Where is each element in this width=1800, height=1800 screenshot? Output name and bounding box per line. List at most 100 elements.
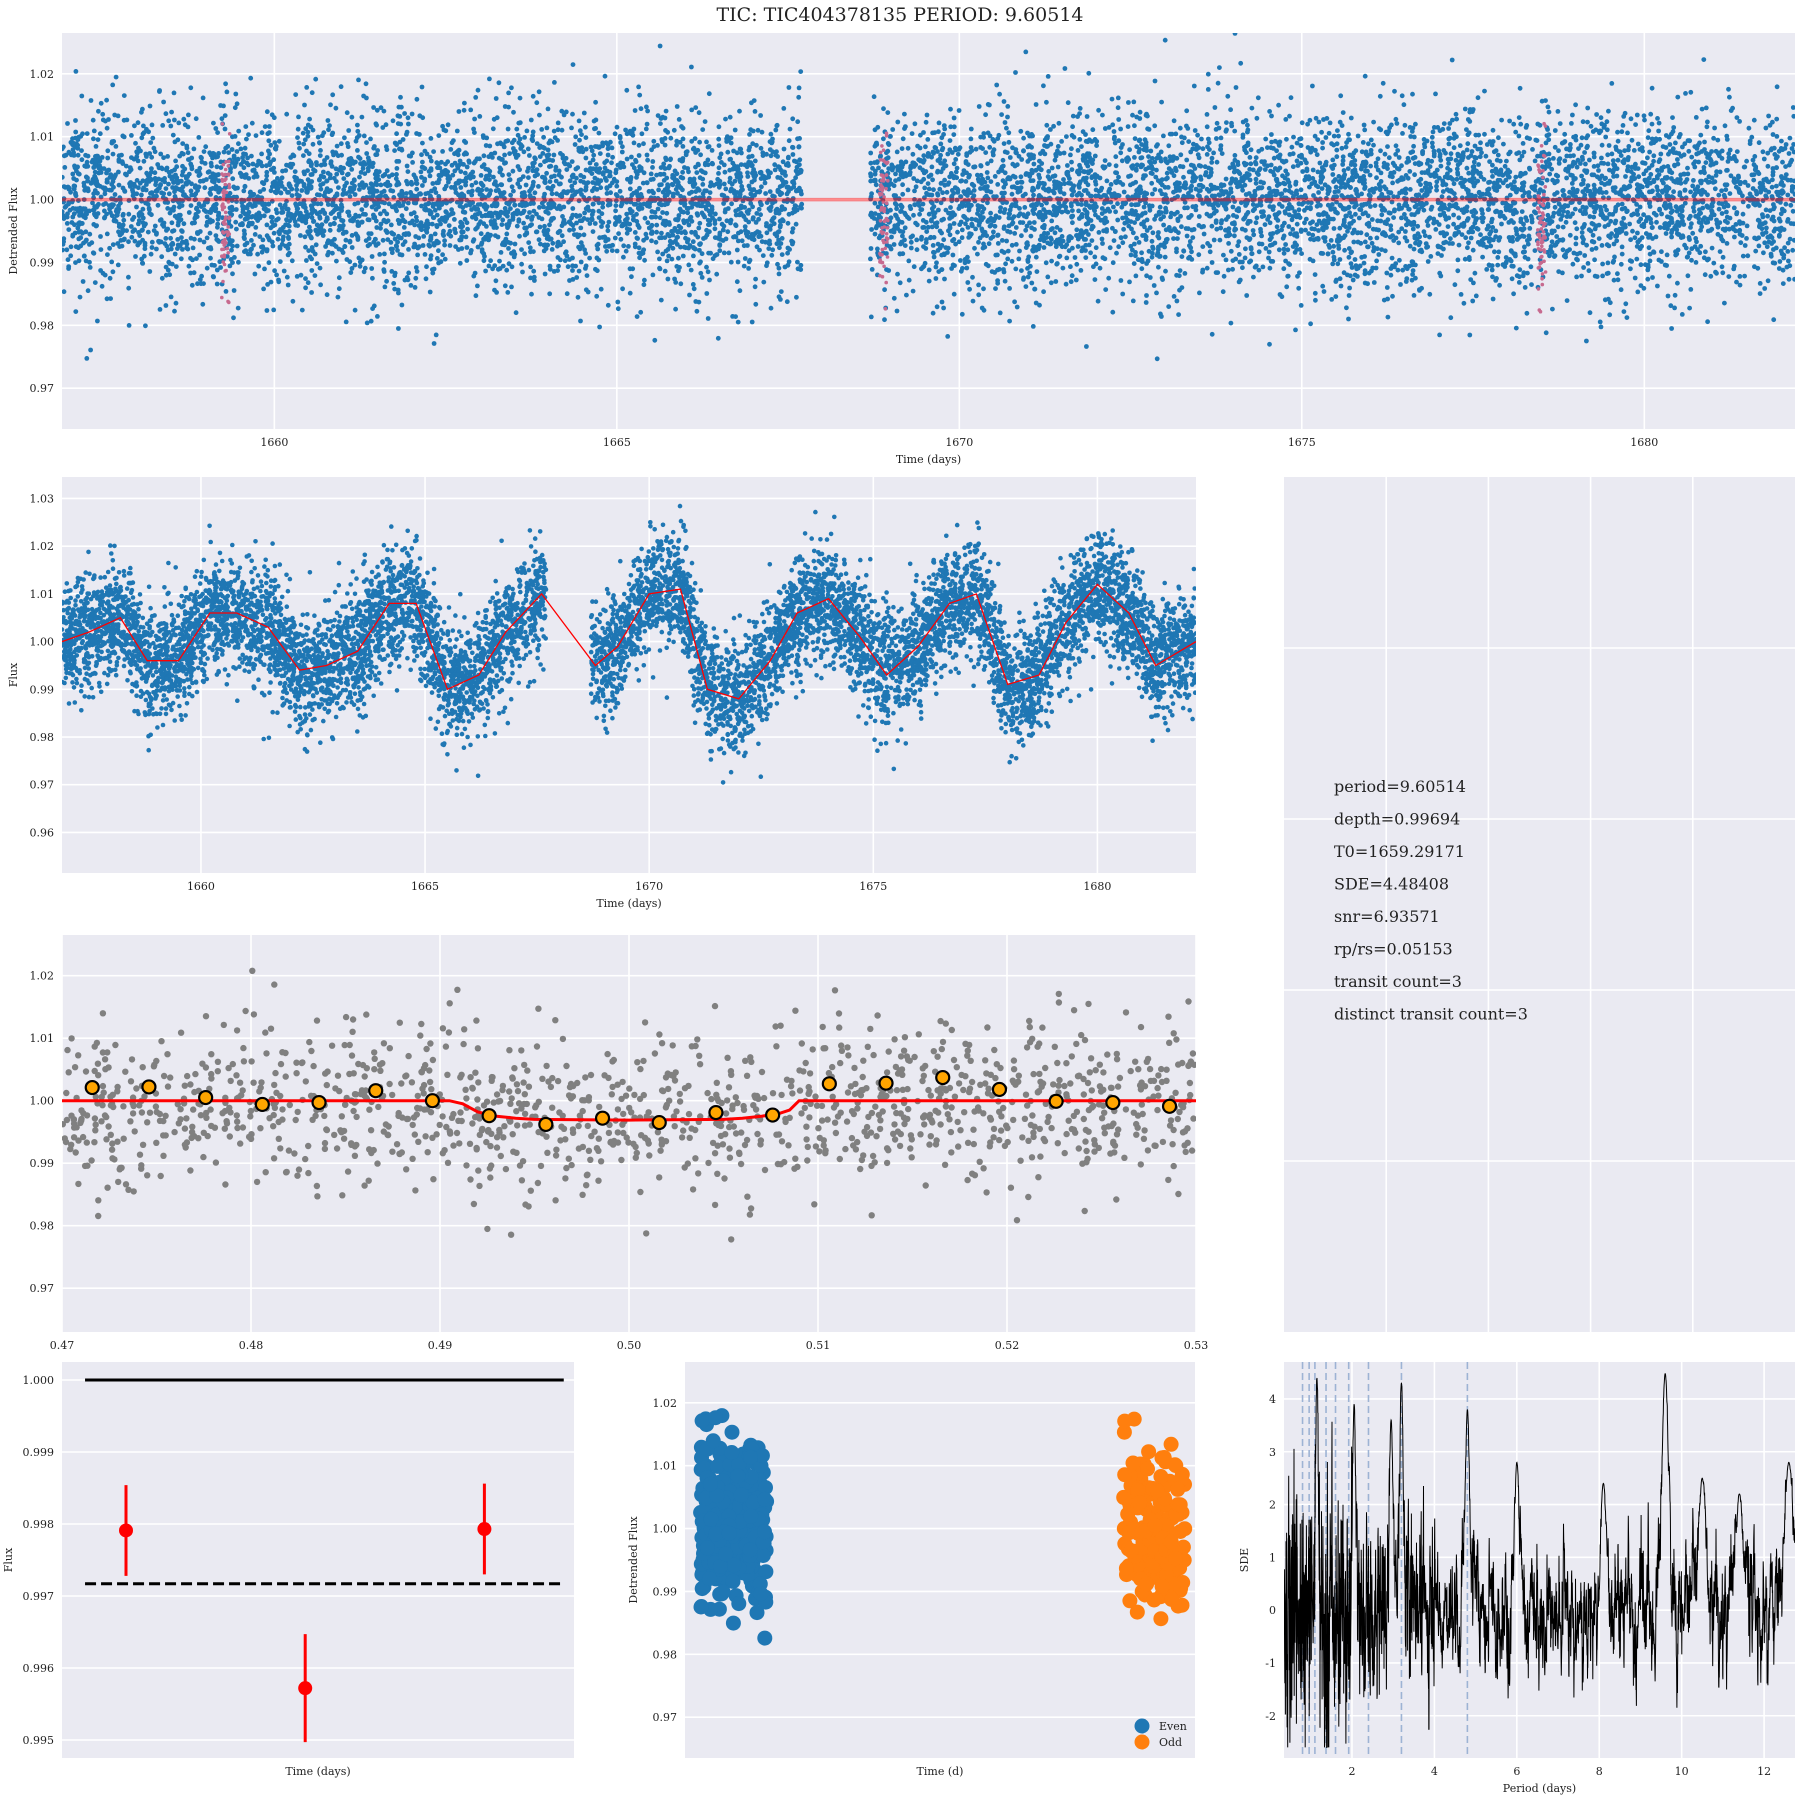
flux-point xyxy=(1712,125,1717,131)
flux-point xyxy=(1132,155,1137,160)
flux-point xyxy=(1466,240,1471,246)
flux-point xyxy=(338,197,344,203)
flux-point xyxy=(528,275,533,281)
flux-point xyxy=(615,299,621,305)
flux-point xyxy=(624,156,630,162)
flux-point xyxy=(934,304,940,310)
flux-point xyxy=(598,286,604,292)
flux-point xyxy=(1645,135,1651,141)
flux-point xyxy=(760,153,766,159)
flux-point xyxy=(1583,161,1588,167)
flux-point xyxy=(1702,272,1708,278)
flux-point xyxy=(1689,257,1694,263)
flux-point xyxy=(218,265,224,270)
flux-point xyxy=(368,136,373,142)
flux-point xyxy=(1077,106,1083,111)
flux-point xyxy=(742,256,748,261)
plot-area xyxy=(62,33,1795,362)
flux-point xyxy=(951,132,957,138)
flux-point xyxy=(627,186,633,192)
flux-point xyxy=(364,320,370,326)
flux-point xyxy=(986,241,992,247)
flux-point xyxy=(1468,235,1474,241)
flux-point xyxy=(400,137,406,142)
flux-point xyxy=(1478,140,1483,146)
flux-point xyxy=(1392,207,1397,213)
flux-point xyxy=(984,170,990,175)
flux-point xyxy=(1266,185,1272,191)
flux-point xyxy=(562,221,568,226)
flux-point xyxy=(378,221,384,227)
flux-point xyxy=(1016,256,1022,262)
flux-point xyxy=(1073,277,1079,283)
flux-point xyxy=(772,167,778,173)
flux-point xyxy=(660,114,666,120)
flux-point xyxy=(1065,100,1071,106)
flux-point xyxy=(1476,162,1481,167)
flux-point xyxy=(1562,158,1568,164)
flux-point xyxy=(443,128,449,134)
flux-point xyxy=(905,187,911,193)
flux-point xyxy=(1648,111,1654,117)
flux-point xyxy=(1635,230,1640,236)
flux-point xyxy=(1715,137,1721,143)
flux-point xyxy=(680,144,686,149)
flux-point xyxy=(514,223,520,229)
flux-point xyxy=(398,94,403,100)
flux-point xyxy=(1318,250,1324,256)
flux-point xyxy=(541,204,546,210)
flux-point xyxy=(424,264,429,270)
flux-point xyxy=(347,259,353,265)
flux-point xyxy=(1451,131,1457,137)
flux-point xyxy=(1636,219,1642,225)
flux-point xyxy=(1204,211,1210,217)
flux-point xyxy=(1789,157,1795,163)
flux-point xyxy=(1790,247,1795,253)
flux-point xyxy=(1320,283,1326,289)
flux-point xyxy=(965,254,970,260)
flux-point xyxy=(658,297,664,303)
flux-point xyxy=(1303,227,1308,233)
flux-point xyxy=(735,238,741,244)
flux-point xyxy=(737,212,743,217)
flux-point xyxy=(325,202,331,207)
flux-point xyxy=(1480,254,1485,260)
flux-point xyxy=(292,169,298,175)
flux-point xyxy=(981,286,986,292)
flux-point xyxy=(1655,167,1660,173)
flux-point xyxy=(885,141,891,146)
flux-point xyxy=(1062,244,1068,250)
flux-point xyxy=(526,175,531,181)
flux-point xyxy=(491,174,496,180)
flux-point xyxy=(181,116,187,122)
flux-point xyxy=(1302,208,1307,213)
flux-point xyxy=(1347,210,1352,216)
flux-point xyxy=(632,241,638,247)
flux-point xyxy=(1746,203,1751,209)
flux-point xyxy=(173,158,179,164)
flux-point xyxy=(1375,156,1381,162)
flux-point xyxy=(1525,241,1531,247)
flux-point xyxy=(399,213,405,219)
flux-point xyxy=(1209,155,1215,161)
flux-point xyxy=(713,211,718,217)
flux-point xyxy=(372,144,377,149)
flux-point xyxy=(1139,250,1144,256)
flux-point xyxy=(1179,254,1185,259)
flux-point xyxy=(594,268,600,274)
flux-point xyxy=(1128,243,1134,249)
flux-point xyxy=(309,235,314,241)
flux-point xyxy=(1472,270,1478,276)
flux-point xyxy=(272,140,278,146)
flux-point xyxy=(1545,232,1551,238)
flux-point xyxy=(1513,174,1519,180)
flux-point xyxy=(1305,121,1310,127)
flux-point xyxy=(1000,178,1006,184)
flux-point xyxy=(1447,241,1452,246)
flux-point xyxy=(1499,117,1504,123)
flux-point xyxy=(1233,177,1239,182)
flux-point xyxy=(1438,163,1444,169)
flux-point xyxy=(1389,199,1395,205)
flux-point xyxy=(891,193,897,198)
flux-point xyxy=(1132,136,1138,142)
